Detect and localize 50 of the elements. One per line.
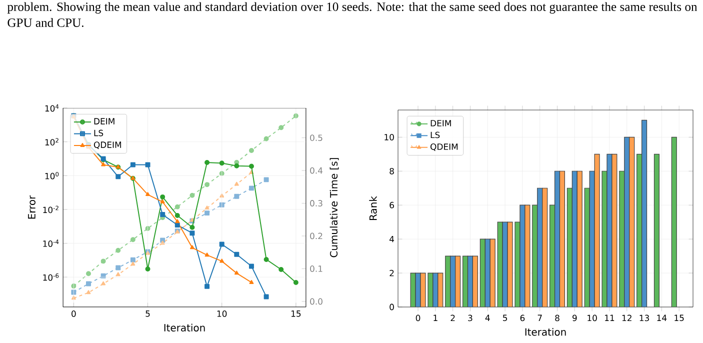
text: problem. Showing the mean value and standard deviation over 10 seeds. Note: that the same seed does not guarantee the same results on GPU and CPU. <box>7 2 698 28</box>
y2-axis-title: Cumulative Time [s] <box>330 158 339 258</box>
legend-label: DEIM <box>94 118 114 124</box>
y-tick-label: 10$^{-2}$ <box>43 206 58 214</box>
y-tick-label: 10 <box>384 134 394 140</box>
x-tick-label: 10 <box>217 310 227 317</box>
y2-tick-label: 0.4 <box>310 167 323 174</box>
y-tick-label: 6 <box>390 202 394 208</box>
y2-tick-label: 0.1 <box>310 266 322 272</box>
x-tick-label: 14 <box>657 314 667 321</box>
y-tick-label: 10$^{2}$ <box>45 138 58 146</box>
x-axis-title: Iteration <box>525 328 566 336</box>
legend-label: LS <box>430 132 440 138</box>
x-tick-label: 9 <box>572 314 577 322</box>
y-tick-label: 10$^{0}$ <box>45 172 59 180</box>
x-tick-label: 10 <box>588 314 597 322</box>
y-tick-label: 10$^{-6}$ <box>43 273 59 281</box>
y-tick-label: 4 <box>390 236 394 242</box>
y-tick-label: 2 <box>390 270 394 276</box>
y-axis-title: Error <box>28 195 36 219</box>
x-tick-label: 0 <box>416 314 420 322</box>
y2-tick-label: 0.2 <box>310 232 322 240</box>
x-tick-label: 8 <box>555 314 560 322</box>
y-tick-label: 10$^{-4}$ <box>43 240 59 247</box>
legend-label: QDEIM <box>430 144 458 151</box>
x-tick-label: 5 <box>146 310 150 317</box>
x-tick-label: 0 <box>72 310 76 317</box>
x-tick-label: 2 <box>450 314 455 322</box>
x-tick-label: 1 <box>434 314 438 321</box>
x-tick-label: 4 <box>485 314 490 321</box>
x-tick-label: 3 <box>468 314 472 322</box>
x-tick-label: 12 <box>622 314 632 322</box>
x-tick-label: 15 <box>674 314 684 322</box>
y-axis-title: Rank <box>369 196 377 220</box>
x-tick-label: 6 <box>520 314 525 322</box>
y-tick-label: 10$^{4}$ <box>45 104 59 112</box>
y2-tick-label: 0.0 <box>310 298 322 305</box>
x-tick-label: 5 <box>503 314 507 322</box>
x-tick-label: 13 <box>640 314 649 322</box>
y-tick-label: 0 <box>390 304 394 310</box>
y-tick-label: 8 <box>390 168 394 174</box>
legend-label: DEIM <box>430 120 451 126</box>
x-tick-label: 7 <box>538 314 542 321</box>
legend-label: LS <box>94 130 104 136</box>
x-tick-label: 15 <box>291 310 301 317</box>
y2-tick-label: 0.5 <box>310 134 322 141</box>
y2-tick-label: 0.3 <box>310 200 322 206</box>
legend-label: QDEIM <box>94 142 121 149</box>
x-axis-title: Iteration <box>164 324 205 332</box>
x-tick-label: 11 <box>605 314 614 321</box>
